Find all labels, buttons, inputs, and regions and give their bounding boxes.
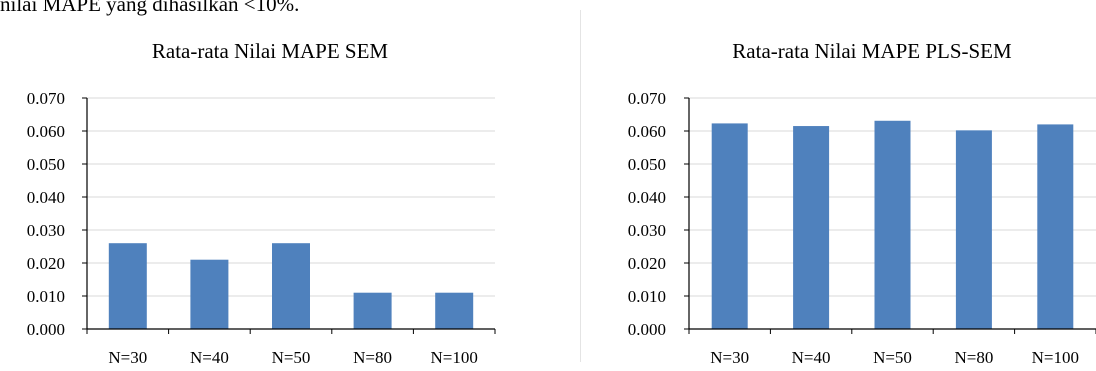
x-category-label: N=100 — [431, 348, 478, 367]
y-tick-label: 0.040 — [628, 188, 666, 207]
chart-divider — [580, 10, 581, 362]
bar — [874, 120, 911, 330]
y-tick-label: 0.070 — [27, 89, 65, 108]
y-tick-label: 0.030 — [27, 221, 65, 240]
y-tick-label: 0.010 — [27, 287, 65, 306]
bar — [435, 292, 474, 329]
chart-1: Rata-rata Nilai MAPE SEM 0.000 0.010 0.020 0… — [27, 39, 496, 367]
y-tick-label: 0.020 — [628, 254, 666, 273]
x-category-label: N=30 — [710, 348, 749, 367]
x-category-label: N=80 — [954, 348, 993, 367]
x-category-label: N=80 — [353, 348, 392, 367]
y-tick-label: 0.060 — [628, 122, 666, 141]
x-category-label: N=40 — [792, 348, 831, 367]
bar — [272, 243, 310, 329]
bar — [1037, 124, 1074, 330]
chart-2: Rata-rata Nilai MAPE PLS-SEM 0.000 0.010 0.… — [628, 39, 1096, 367]
y-tick-label: 0.030 — [628, 221, 666, 240]
bar — [190, 259, 229, 329]
y-tick-label: 0.040 — [27, 188, 65, 207]
bar — [108, 243, 147, 329]
bar — [711, 123, 748, 329]
y-tick-label: 0.050 — [628, 155, 666, 174]
bar — [353, 292, 392, 329]
y-tick-label: 0.060 — [27, 122, 65, 141]
intro-text-line: nilai MAPE yang dihasilkan <10%. — [0, 0, 300, 16]
y-tick-label: 0.000 — [628, 320, 666, 339]
bar — [793, 126, 830, 329]
chart-title: Rata-rata Nilai MAPE PLS-SEM — [732, 39, 1012, 63]
x-category-label: N=40 — [190, 348, 229, 367]
chart-title: Rata-rata Nilai MAPE SEM — [152, 39, 389, 63]
y-tick-label: 0.020 — [27, 254, 65, 273]
y-tick-label: 0.070 — [628, 89, 666, 108]
x-category-label: N=50 — [873, 348, 912, 367]
x-category-label: N=30 — [108, 348, 147, 367]
y-tick-label: 0.050 — [27, 155, 65, 174]
y-tick-label: 0.000 — [27, 320, 65, 339]
bar — [955, 130, 992, 329]
y-tick-label: 0.010 — [628, 287, 666, 306]
x-category-label: N=50 — [272, 348, 311, 367]
x-category-label: N=100 — [1032, 348, 1079, 367]
